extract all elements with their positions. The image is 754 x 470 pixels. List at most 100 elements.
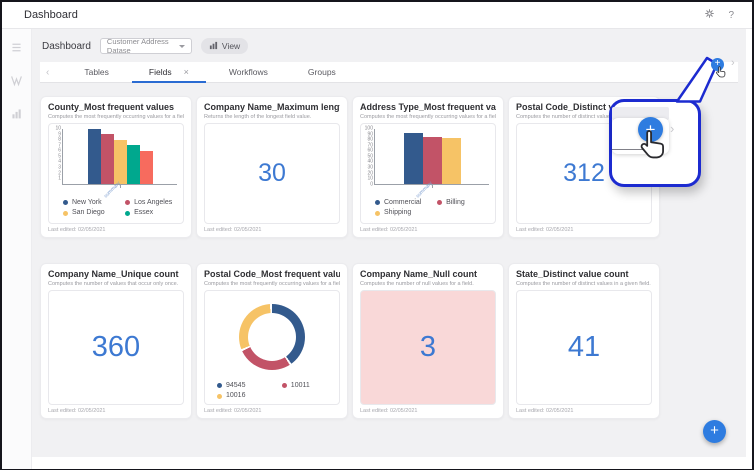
- legend-dot: [125, 210, 131, 216]
- donut: [239, 304, 305, 371]
- y-tick-label: 6: [58, 147, 61, 154]
- y-tick-label: 4: [58, 158, 61, 165]
- y-tick-label: 1: [58, 175, 61, 182]
- legend: New York Los Angeles San Diego Essex: [51, 197, 180, 221]
- metric-value: 30: [258, 159, 286, 187]
- y-tick-label: 5: [58, 153, 61, 160]
- card-subtitle: Computes the most frequently occurring v…: [48, 114, 184, 120]
- chart-icon[interactable]: [10, 107, 23, 125]
- tab-label: Workflows: [228, 67, 268, 77]
- legend-label: 10011: [290, 381, 310, 389]
- tab-fields[interactable]: Fields ×: [131, 62, 206, 83]
- card-title: Company Name_Unique count: [48, 269, 179, 279]
- donut-chart: 94545 10011 10016: [205, 291, 339, 404]
- legend-label: San Diego: [72, 209, 105, 217]
- card-title: Address Type_Most frequent values: [360, 102, 496, 112]
- legend-item: 94545: [217, 382, 282, 390]
- card-title: Postal Code_Distinct value count: [516, 102, 652, 112]
- x-axis-zone: summary: [363, 180, 492, 199]
- tab-workflows[interactable]: Workflows: [212, 62, 285, 82]
- chevron-left-icon[interactable]: ‹: [46, 66, 50, 78]
- dataset-select-value: Customer Address Datase: [106, 37, 169, 55]
- bar-chart: 10 9 8 7 6 5 4 3 2 1 summary New York Los Angeles San…: [49, 124, 183, 223]
- card-2[interactable]: Company Name_Maximum length Returns the l…: [196, 96, 348, 238]
- tab-label: Tables: [84, 67, 109, 77]
- workflow-icon[interactable]: [10, 74, 23, 92]
- bar: [126, 145, 140, 184]
- bar-chart-icon: [209, 41, 218, 52]
- card-title: County_Most frequent values: [48, 102, 175, 112]
- y-axis-labels: 10 9 8 7 6 5 4 3 2 1: [51, 125, 62, 185]
- metric-value: 3: [419, 331, 437, 363]
- legend-dot: [375, 199, 380, 205]
- card-panel: 10 9 8 7 6 5 4 3 2 1 summary New York Los Angeles San…: [48, 123, 184, 224]
- y-tick-label: 60: [367, 147, 373, 154]
- y-tick-label: 10: [55, 125, 61, 132]
- legend-dot: [281, 382, 287, 388]
- plot-area: [62, 129, 177, 188]
- legend-item: Commercial: [375, 199, 437, 207]
- card-7[interactable]: Company Name_Null count Computes the numb…: [352, 263, 504, 419]
- last-edited: Last edited: 02/05/2021: [48, 408, 106, 414]
- legend-item: Billing: [437, 199, 490, 207]
- tab-groups[interactable]: Groups: [291, 62, 353, 82]
- last-edited: Last edited: 02/05/2021: [360, 227, 418, 233]
- y-tick-label: 10: [367, 175, 373, 182]
- last-edited: Last edited: 02/05/2021: [204, 408, 262, 414]
- card-title: Company Name_Null count: [360, 269, 478, 279]
- gear-icon[interactable]: [704, 6, 715, 24]
- content-area: Dashboard Customer Address Datase View ‹…: [32, 29, 746, 457]
- view-button[interactable]: View: [200, 38, 249, 54]
- legend-label: 94545: [226, 381, 246, 389]
- legend-item: 10016: [217, 392, 282, 400]
- last-edited: Last edited: 02/05/2021: [360, 408, 418, 414]
- legend: Commercial Billing Shipping: [363, 197, 492, 221]
- legend-item: 10011: [281, 381, 337, 390]
- legend: 94545 10011 10016: [205, 380, 339, 404]
- list-icon[interactable]: [10, 41, 23, 59]
- card-title: Postal Code_Most frequent values: [204, 269, 340, 279]
- callout-chevron-right-icon: ›: [670, 121, 675, 136]
- dataset-select[interactable]: Customer Address Datase: [99, 37, 192, 55]
- card-6[interactable]: Postal Code_Most frequent values Computes…: [196, 263, 348, 419]
- x-axis-zone: summary: [51, 180, 180, 199]
- view-button-label: View: [221, 41, 241, 51]
- cursor-hand-icon: [640, 129, 666, 165]
- add-widget-fab[interactable]: +: [703, 420, 726, 443]
- card-panel: 94545 10011 10016: [204, 290, 340, 405]
- sidebar: [2, 29, 32, 469]
- legend-label: Essex: [134, 209, 154, 217]
- legend-dot: [375, 210, 380, 216]
- card-3[interactable]: Address Type_Most frequent values Compute…: [352, 96, 504, 238]
- y-tick-label: 40: [367, 158, 373, 165]
- legend-item: Los Angeles: [125, 199, 178, 207]
- last-edited: Last edited: 02/05/2021: [204, 227, 262, 233]
- card-panel: 30: [204, 123, 340, 224]
- help-icon[interactable]: ?: [728, 9, 734, 21]
- tab-label: Groups: [307, 67, 336, 77]
- callout-divider: [612, 149, 654, 150]
- legend-dot: [125, 199, 131, 205]
- y-tick-label: 2: [58, 170, 61, 176]
- plot-row: 100 90 80 70 60 50 40 30 20 10 0: [363, 125, 492, 188]
- chevron-down-icon: [178, 44, 185, 48]
- legend-item: San Diego: [63, 209, 125, 217]
- card-1[interactable]: County_Most frequent values Computes the …: [40, 96, 192, 238]
- metric-value: 360: [91, 331, 141, 363]
- legend-dot: [217, 393, 222, 399]
- card-8[interactable]: State_Distinct value count Computes the n…: [508, 263, 660, 419]
- card-5[interactable]: Company Name_Unique count Computes the nu…: [40, 263, 192, 419]
- bar: [403, 133, 423, 184]
- card-panel: 100 90 80 70 60 50 40 30 20 10 0 summary Commercial B…: [360, 123, 496, 224]
- tab-tables[interactable]: Tables: [67, 62, 126, 82]
- close-icon[interactable]: ×: [183, 67, 189, 77]
- bar: [422, 136, 442, 184]
- y-tick-label: 0: [370, 181, 373, 188]
- y-tick-label: 100: [364, 125, 373, 132]
- window-title: Dashboard: [24, 9, 78, 21]
- chevron-right-icon[interactable]: ›: [731, 57, 735, 69]
- callout-popup: + ›: [609, 99, 701, 187]
- breadcrumb: Dashboard: [42, 40, 91, 52]
- legend-dot: [437, 199, 443, 205]
- bar: [441, 137, 461, 184]
